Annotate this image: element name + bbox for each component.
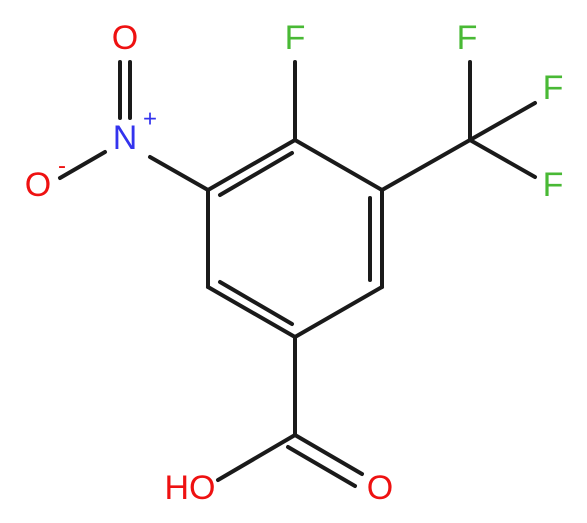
charge-label: - [58,152,66,179]
bond [468,101,537,142]
bond [206,138,297,192]
atom-label: O [112,19,138,57]
bond [58,150,107,180]
bonds [58,60,537,488]
bond [380,138,472,192]
bond [293,285,384,339]
bond [286,445,357,488]
bond [206,285,297,339]
bond [218,280,294,326]
charge-label: + [143,105,157,132]
atom-label: F [285,19,306,57]
bond [218,151,294,197]
atom-label: F [457,19,478,57]
atom-label: HO [165,469,216,507]
bond [293,433,364,476]
atom-label: O [367,469,393,507]
atom-label: O [25,166,51,204]
bond [468,138,537,179]
atom-label: F [543,69,564,107]
bond [293,138,384,192]
atom-label: N [113,119,138,157]
bond [148,155,210,192]
atom-labels: F F F F N + O O - O HO [25,19,564,507]
atom-label: F [543,166,564,204]
bond [216,433,297,482]
